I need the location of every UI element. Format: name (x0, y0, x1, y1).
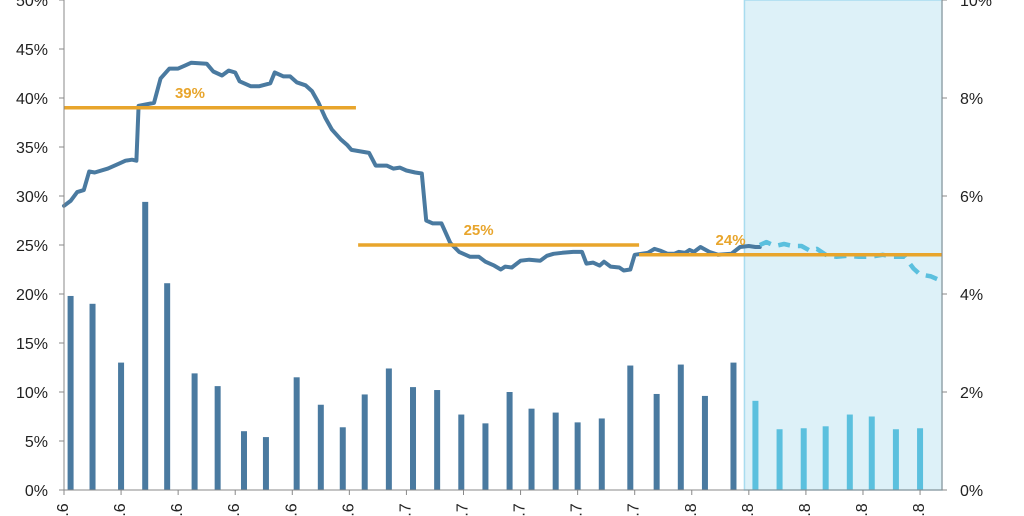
bar (317, 404, 324, 490)
y-right-tick-label: 4% (960, 287, 983, 304)
bar (191, 373, 198, 490)
forecast-bar (752, 400, 759, 490)
bar (293, 377, 300, 490)
x-tick-label: .8 (797, 503, 814, 516)
forecast-region (743, 0, 943, 491)
y-right-tick-label: 0% (960, 483, 983, 500)
bars-layer (67, 201, 924, 490)
y-left-tick-label: 0% (25, 483, 48, 500)
bar (142, 201, 149, 490)
y-left-tick-label: 5% (25, 434, 48, 451)
x-tick-label: .7 (626, 503, 643, 516)
bar (653, 393, 660, 490)
bar (552, 412, 559, 490)
y-left-tick-label: 15% (16, 336, 48, 353)
bar (262, 437, 269, 490)
y-right-tick-label: 10% (960, 0, 992, 10)
bar (67, 295, 74, 490)
y-left-tick-label: 10% (16, 385, 48, 402)
averages-layer: 39% 25% 24% (64, 85, 942, 257)
bar (627, 365, 634, 490)
bar (482, 423, 489, 490)
x-tick-label: .6 (226, 503, 243, 516)
bar (240, 431, 247, 490)
bar (339, 427, 346, 490)
x-tick-label: .8 (854, 503, 871, 516)
bar (214, 386, 221, 490)
bar (385, 368, 392, 490)
y-left-tick-label: 45% (16, 42, 48, 59)
x-tick-label: .6 (112, 503, 129, 516)
x-tick-label: .7 (569, 503, 586, 516)
bar (701, 395, 708, 490)
y-left-tick-label: 50% (16, 0, 48, 10)
forecast-bar (776, 429, 783, 490)
y-right-tick-label: 6% (960, 189, 983, 206)
forecast-bar (846, 414, 853, 490)
bar (89, 303, 96, 490)
bar (528, 408, 535, 490)
x-tick-label: .7 (512, 503, 529, 516)
x-tick-label: .6 (340, 503, 357, 516)
x-tick-label: .8 (911, 503, 928, 516)
bar (458, 414, 465, 490)
x-tick-label: .6 (169, 503, 186, 516)
bar (410, 387, 417, 490)
bar (164, 283, 171, 490)
forecast-bar (917, 428, 924, 490)
average-label: 39% (175, 85, 205, 102)
bar (574, 422, 581, 490)
axes-layer: 0% 5% 10% 15% 20% 25% 30% 35% 40% 45% 50% 0% 2% 4% 6% 8… (16, 0, 992, 516)
bar (730, 362, 737, 490)
y-left-tick-label: 35% (16, 140, 48, 157)
y-left-tick-label: 40% (16, 91, 48, 108)
x-tick-label: .7 (454, 503, 471, 516)
x-tick-label: .8 (740, 503, 757, 516)
forecast-bar (868, 416, 875, 490)
average-label: 24% (716, 232, 746, 249)
y-right-tick-label: 2% (960, 385, 983, 402)
x-tick-label: .8 (683, 503, 700, 516)
bar (434, 390, 441, 490)
forecast-shade-layer (743, 0, 943, 491)
y-right-tick-label: 8% (960, 91, 983, 108)
y-left-tick-label: 25% (16, 238, 48, 255)
forecast-bar (892, 429, 899, 490)
x-tick-label: .6 (283, 503, 300, 516)
x-tick-label: .7 (397, 503, 414, 516)
forecast-bar (800, 428, 807, 490)
y-left-tick-label: 20% (16, 287, 48, 304)
y-left-tick-label: 30% (16, 189, 48, 206)
bar (506, 392, 513, 490)
bar (361, 394, 368, 490)
actual-line (62, 60, 762, 273)
bar (598, 418, 605, 490)
bar (677, 364, 684, 490)
average-label: 25% (464, 222, 494, 239)
x-tick-label: .6 (55, 503, 72, 516)
forecast-bar (822, 426, 829, 490)
bar (118, 362, 125, 490)
